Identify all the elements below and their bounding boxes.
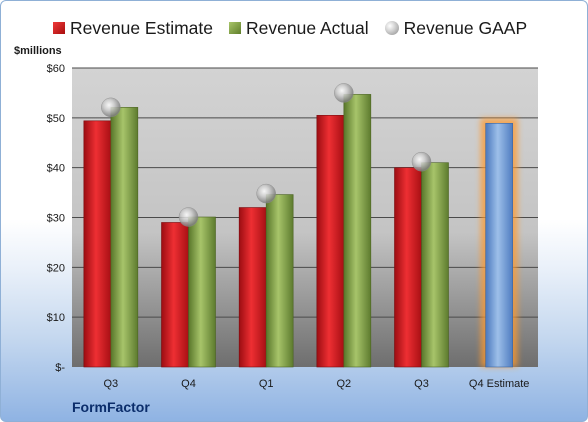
actual-bar-3 [343,94,372,368]
actual-bar-4 [421,162,449,368]
legend-item-estimate: Revenue Estimate [53,18,213,39]
actual-bar-0 [110,107,139,368]
y-axis-unit-label: $millions [14,45,62,57]
legend-label-actual: Revenue Actual [246,17,369,38]
legend-label-gaap: Revenue GAAP [403,17,528,38]
y-tick-label-2: $20 [47,262,65,274]
gaap-marker-3 [334,83,354,103]
x-tick-labels: Q3 Q4 Q1 Q2 Q3 Q4 Estimate [103,378,529,390]
gaap-marker-0 [101,97,121,118]
y-tick-label-5: $50 [47,113,65,125]
estimate-bar-3 [316,115,345,368]
x-tick-label-0: Q3 [103,378,118,390]
y-tick-label-1: $10 [47,312,65,324]
actual-bar-1 [188,216,216,368]
x-tick-label-3: Q2 [336,378,351,390]
gridlines [72,67,538,318]
legend-item-gaap: Revenue GAAP [384,17,528,39]
x-tick-label-5: Q4 Estimate [469,378,530,390]
gaap-marker-2 [256,183,276,204]
estimate-bar-5 [485,123,513,368]
legend-label-estimate: Revenue Estimate [70,17,213,38]
gaap-marker-1 [178,207,199,227]
estimate-bar-2 [238,207,267,368]
bars [83,94,518,368]
y-tick-label-0: $- [55,362,65,374]
estimate-bar-0 [83,120,112,368]
gaap-marker-4 [411,151,432,172]
y-tick-label-6: $60 [47,63,65,75]
gaap-markers [101,83,432,227]
estimate-bar-1 [161,222,189,368]
legend-swatch-estimate [53,22,65,34]
company-name: FormFactor [72,399,150,415]
x-tick-label-4: Q3 [414,378,429,390]
legend-swatch-gaap [384,21,399,35]
x-tick-label-2: Q1 [259,378,274,390]
actual-bar-2 [265,194,294,368]
y-tick-labels: $- $10 $20 $30 $40 $50 $60 [47,63,66,374]
x-tick-label-1: Q4 [181,378,196,390]
y-tick-label-3: $30 [47,213,65,225]
legend-swatch-actual [229,22,241,34]
estimate-bar-4 [394,167,422,368]
legend-item-actual: Revenue Actual [229,18,369,39]
y-tick-label-4: $40 [47,163,65,175]
legend: Revenue Estimate Revenue Actual Revenue … [53,16,543,40]
